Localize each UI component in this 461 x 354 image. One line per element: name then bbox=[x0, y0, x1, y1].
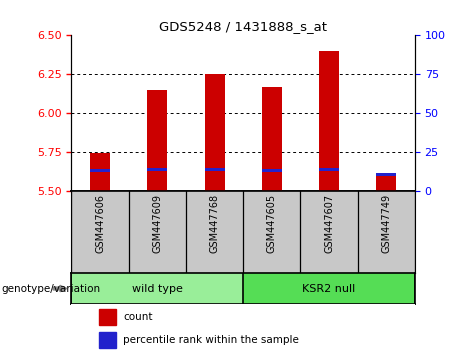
Bar bbox=[319, 168, 339, 171]
Text: wild type: wild type bbox=[132, 284, 183, 293]
Text: GSM447609: GSM447609 bbox=[152, 194, 162, 253]
Bar bbox=[376, 173, 396, 176]
Bar bbox=[148, 168, 167, 171]
Text: percentile rank within the sample: percentile rank within the sample bbox=[123, 335, 299, 346]
Bar bbox=[71, 273, 243, 304]
Text: GSM447606: GSM447606 bbox=[95, 194, 105, 253]
Text: count: count bbox=[123, 312, 153, 322]
Title: GDS5248 / 1431888_s_at: GDS5248 / 1431888_s_at bbox=[159, 20, 327, 33]
Bar bbox=[90, 169, 110, 172]
Bar bbox=[205, 74, 225, 191]
Bar bbox=[99, 309, 116, 325]
Text: GSM447607: GSM447607 bbox=[324, 194, 334, 253]
Text: GSM447768: GSM447768 bbox=[210, 194, 219, 253]
Bar bbox=[148, 90, 167, 191]
Text: genotype/variation: genotype/variation bbox=[1, 284, 100, 293]
Bar bbox=[262, 87, 282, 191]
Bar bbox=[376, 173, 396, 191]
Text: GSM447749: GSM447749 bbox=[381, 194, 391, 253]
Bar bbox=[205, 168, 225, 171]
Bar bbox=[99, 332, 116, 348]
Bar bbox=[90, 153, 110, 191]
Bar bbox=[262, 169, 282, 172]
Text: GSM447605: GSM447605 bbox=[267, 194, 277, 253]
Bar bbox=[243, 273, 415, 304]
Text: KSR2 null: KSR2 null bbox=[302, 284, 356, 293]
Bar bbox=[319, 51, 339, 191]
